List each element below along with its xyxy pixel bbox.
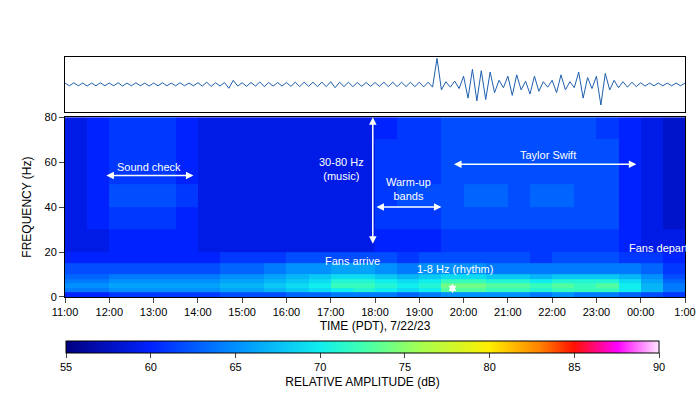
svg-text:Fans arrive: Fans arrive <box>325 255 380 267</box>
svg-text:75: 75 <box>399 361 411 373</box>
svg-text:60: 60 <box>145 361 157 373</box>
svg-text:85: 85 <box>568 361 580 373</box>
svg-text:18:00: 18:00 <box>361 306 389 318</box>
svg-text:1:00: 1:00 <box>674 306 695 318</box>
svg-text:14:00: 14:00 <box>184 306 212 318</box>
svg-text:80: 80 <box>45 111 57 123</box>
svg-text:RELATIVE AMPLITUDE (dB): RELATIVE AMPLITUDE (dB) <box>285 375 439 389</box>
svg-text:0: 0 <box>51 291 57 303</box>
svg-text:70: 70 <box>314 361 326 373</box>
svg-text:15:00: 15:00 <box>228 306 256 318</box>
svg-text:20: 20 <box>45 246 57 258</box>
svg-text:80: 80 <box>484 361 496 373</box>
svg-text:21:00: 21:00 <box>494 306 522 318</box>
svg-text:19:00: 19:00 <box>406 306 434 318</box>
svg-text:30-80 Hz(music): 30-80 Hz(music) <box>319 156 364 182</box>
svg-text:22:00: 22:00 <box>538 306 566 318</box>
svg-text:12:00: 12:00 <box>96 306 124 318</box>
svg-text:FREQUENCY (Hz): FREQUENCY (Hz) <box>20 157 34 258</box>
svg-text:20:00: 20:00 <box>450 306 478 318</box>
svg-text:16:00: 16:00 <box>273 306 301 318</box>
svg-text:55: 55 <box>60 361 72 373</box>
svg-text:00:00: 00:00 <box>627 306 655 318</box>
svg-text:Fans depart: Fans depart <box>629 242 688 254</box>
svg-text:17:00: 17:00 <box>317 306 345 318</box>
svg-text:Taylor Swift: Taylor Swift <box>520 149 576 161</box>
svg-text:TIME (PDT), 7/22/23: TIME (PDT), 7/22/23 <box>320 319 431 333</box>
svg-text:23:00: 23:00 <box>583 306 611 318</box>
svg-text:90: 90 <box>653 361 665 373</box>
svg-text:Sound check: Sound check <box>117 161 181 173</box>
svg-text:65: 65 <box>229 361 241 373</box>
svg-text:40: 40 <box>45 201 57 213</box>
svg-text:Warm-upbands: Warm-upbands <box>386 176 431 202</box>
svg-text:13:00: 13:00 <box>140 306 168 318</box>
svg-text:1-8 Hz (rhythm): 1-8 Hz (rhythm) <box>417 263 493 275</box>
svg-text:11:00: 11:00 <box>52 306 79 318</box>
svg-text:60: 60 <box>45 156 57 168</box>
